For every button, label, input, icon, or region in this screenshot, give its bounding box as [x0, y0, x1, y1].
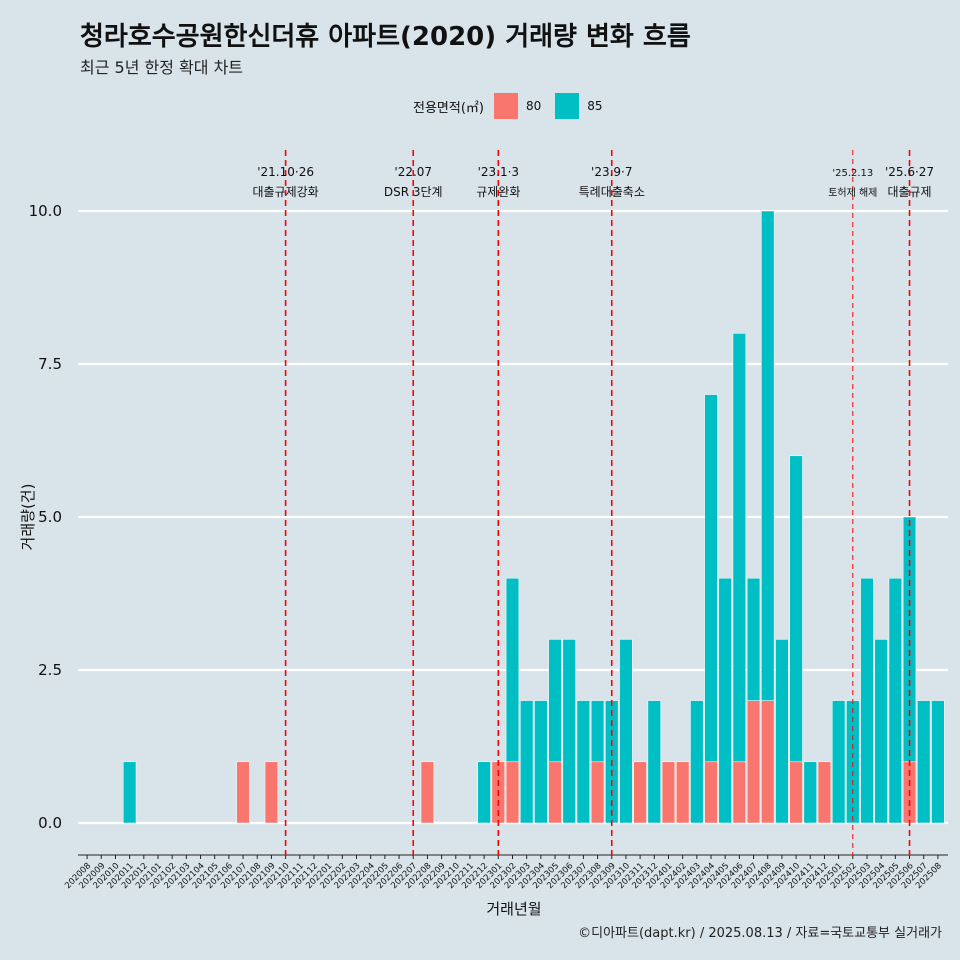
- bar-80-202311: [633, 761, 647, 824]
- legend-label-80: 80: [525, 99, 542, 113]
- bar-80-202406: [732, 761, 747, 824]
- bar-85-202312: [647, 700, 661, 824]
- bar-85-202212: [477, 761, 491, 824]
- bar-85-202302: [505, 577, 520, 763]
- bar-85-202011: [122, 761, 137, 824]
- annotation-date: '21.10·26: [257, 165, 314, 179]
- bar-85-202305: [548, 639, 562, 763]
- legend-key-85: [555, 93, 580, 119]
- bar-80-202412: [817, 761, 832, 824]
- bar-85-202504: [874, 639, 888, 824]
- annotation-date: '23.9·7: [591, 165, 632, 179]
- bar-85-202507: [917, 700, 931, 824]
- bar-80-202402: [676, 761, 690, 824]
- annotation-label: 대출규제: [887, 185, 931, 199]
- bar-85-202307: [576, 700, 591, 824]
- bar-85-202303: [520, 700, 534, 824]
- bar-85-202408: [761, 210, 775, 701]
- bar-85-202404: [704, 394, 718, 763]
- bar-80-202305: [548, 761, 562, 824]
- bar-85-202310: [619, 639, 633, 824]
- bar-80-202208: [420, 761, 435, 824]
- bar-85-202501: [831, 700, 846, 824]
- bar-85-202410: [789, 455, 803, 763]
- bar-80-202109: [264, 761, 279, 824]
- bar-85-202308: [590, 700, 605, 763]
- y-tick-label: 7.5: [38, 355, 62, 373]
- bar-80-202302: [505, 761, 520, 824]
- bar-80-202407: [746, 700, 761, 824]
- y-tick-label: 2.5: [38, 661, 62, 679]
- annotation-label: 특례대출축소: [579, 185, 645, 199]
- annotation-date: '25.2.13: [832, 168, 873, 179]
- bar-85-202503: [860, 577, 874, 824]
- annotation-label: 규제완화: [476, 185, 520, 199]
- bar-85-202406: [732, 333, 747, 763]
- y-axis-title: 거래량(건): [19, 484, 37, 551]
- legend-label-85: 85: [587, 99, 603, 113]
- y-tick-label: 0.0: [38, 814, 62, 832]
- bar-80-202107: [236, 761, 250, 824]
- bar-80-202308: [590, 761, 605, 824]
- chart-caption: ©디아파트(dapt.kr) / 2025.08.13 / 자료=국토교통부 실…: [578, 926, 942, 941]
- bar-80-202401: [661, 761, 676, 824]
- annotation-label: DSR 3단계: [384, 185, 443, 199]
- bar-80-202408: [761, 700, 775, 824]
- annotation-label: 토허제 해제: [828, 186, 877, 199]
- x-axis-title: 거래년월: [486, 900, 541, 918]
- bar-80-202410: [789, 761, 803, 824]
- y-tick-label: 10.0: [29, 202, 62, 220]
- annotation-date: '23.1·3: [478, 165, 519, 179]
- legend: 전용면적(㎡) 80 85: [413, 93, 617, 119]
- bar-85-202405: [718, 577, 732, 824]
- bar-85-202306: [562, 639, 576, 824]
- legend-key-80: [493, 93, 518, 119]
- bar-85-202403: [690, 700, 704, 824]
- annotation-label: 대출규제강화: [252, 185, 318, 199]
- bar-85-202407: [746, 577, 761, 701]
- chart-title: 청라호수공원한신더휴 아파트(2020) 거래량 변화 흐름: [80, 22, 691, 52]
- chart-subtitle: 최근 5년 한정 확대 차트: [80, 58, 244, 77]
- bar-85-202411: [803, 761, 817, 824]
- bar-85-202304: [534, 700, 548, 824]
- bar-85-202409: [775, 639, 789, 824]
- annotation-date: '22.07: [394, 165, 432, 179]
- y-tick-label: 5.0: [38, 508, 62, 526]
- bar-80-202404: [704, 761, 718, 824]
- bar-85-202508: [931, 700, 945, 824]
- bar-85-202505: [888, 577, 902, 824]
- legend-title: 전용면적(㎡): [413, 100, 484, 116]
- annotation-date: '25.6·27: [885, 165, 934, 179]
